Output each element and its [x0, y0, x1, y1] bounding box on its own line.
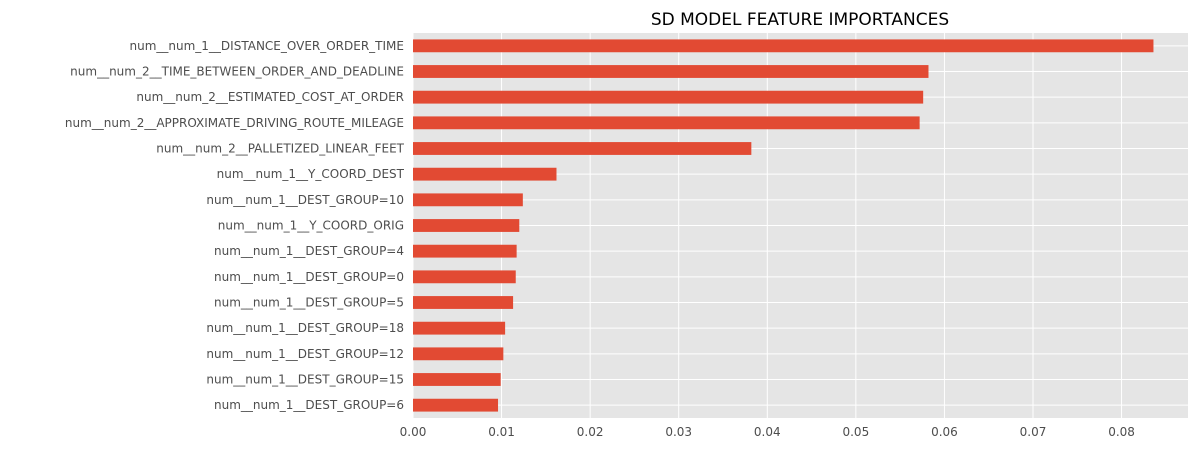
bar	[413, 65, 929, 78]
y-tick-label: num__num_2__ESTIMATED_COST_AT_ORDER	[136, 90, 404, 104]
bar	[413, 244, 517, 258]
x-tick-label: 0.01	[488, 425, 515, 439]
x-tick-label: 0.02	[577, 425, 604, 439]
bar	[413, 167, 557, 181]
y-tick-labels: num__num_1__DISTANCE_OVER_ORDER_TIME num_…	[65, 39, 405, 412]
bar	[413, 219, 520, 232]
bar	[413, 398, 499, 412]
x-tick-label: 0.00	[400, 425, 427, 439]
bar	[413, 193, 523, 207]
x-tick-label: 0.05	[842, 425, 869, 439]
y-tick-label: num__num_1__DEST_GROUP=4	[214, 244, 404, 258]
bar	[413, 347, 504, 361]
bar	[413, 142, 752, 155]
y-tick-label: num__num_1__DEST_GROUP=12	[206, 347, 404, 361]
y-tick-label: num__num_1__DEST_GROUP=10	[206, 193, 404, 207]
x-tick-labels: 0.00 0.01 0.02 0.03 0.04 0.05 0.06 0.07 0.08	[400, 425, 1135, 439]
x-tick-label: 0.04	[754, 425, 781, 439]
bar	[413, 270, 516, 284]
bar	[413, 39, 1154, 53]
x-tick-label: 0.07	[1020, 425, 1047, 439]
y-tick-label: num__num_1__Y_COORD_ORIG	[218, 219, 404, 233]
y-tick-label: num__num_1__DEST_GROUP=5	[214, 296, 404, 310]
y-tick-label: num__num_2__APPROXIMATE_DRIVING_ROUTE_MI…	[65, 116, 404, 130]
bar	[413, 116, 920, 130]
chart-title: SD MODEL FEATURE IMPORTANCES	[651, 10, 949, 30]
bars	[413, 39, 1154, 412]
bar	[413, 321, 506, 335]
x-tick-label: 0.08	[1108, 425, 1135, 439]
y-tick-label: num__num_2__TIME_BETWEEN_ORDER_AND_DEADL…	[70, 65, 404, 79]
y-tick-label: num__num_1__DEST_GROUP=6	[214, 398, 404, 412]
bar	[413, 90, 924, 104]
bar	[413, 296, 514, 309]
y-tick-label: num__num_1__DEST_GROUP=0	[214, 270, 404, 284]
bar	[413, 373, 501, 386]
y-tick-label: num__num_2__PALLETIZED_LINEAR_FEET	[156, 142, 404, 156]
x-tick-label: 0.03	[665, 425, 692, 439]
y-tick-label: num__num_1__Y_COORD_DEST	[217, 167, 405, 181]
y-tick-label: num__num_1__DEST_GROUP=15	[206, 373, 404, 387]
y-tick-label: num__num_1__DEST_GROUP=18	[206, 321, 404, 335]
y-tick-label: num__num_1__DISTANCE_OVER_ORDER_TIME	[130, 39, 405, 53]
x-tick-label: 0.06	[931, 425, 958, 439]
